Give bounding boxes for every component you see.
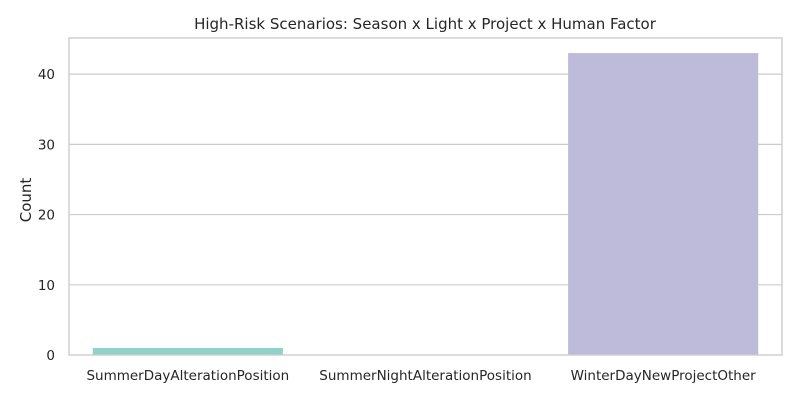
x-tick-label: SummerDayAlterationPosition [86, 368, 289, 384]
x-tick-labels: SummerDayAlterationPosition SummerNightAl… [86, 368, 756, 384]
y-tick-label: 0 [46, 348, 55, 364]
plot-frame [68, 37, 783, 356]
bars-group [92, 53, 759, 355]
y-tick-label: 40 [38, 67, 55, 83]
y-tick-label: 20 [38, 208, 55, 224]
x-tick-label: WinterDayNewProjectOther [571, 368, 757, 384]
bar-SummerDayAlterationPosition [92, 347, 283, 355]
y-tick-label: 30 [38, 137, 55, 153]
y-tick-labels: 0 10 20 30 40 [38, 67, 55, 364]
y-tick-label: 10 [38, 278, 55, 294]
chart-title: High-Risk Scenarios: Season x Light x Pr… [194, 15, 657, 33]
bar-WinterDayNewProjectOther [568, 53, 759, 355]
y-axis-label: Count [17, 178, 35, 223]
x-tick-label: SummerNightAlterationPosition [319, 368, 531, 384]
